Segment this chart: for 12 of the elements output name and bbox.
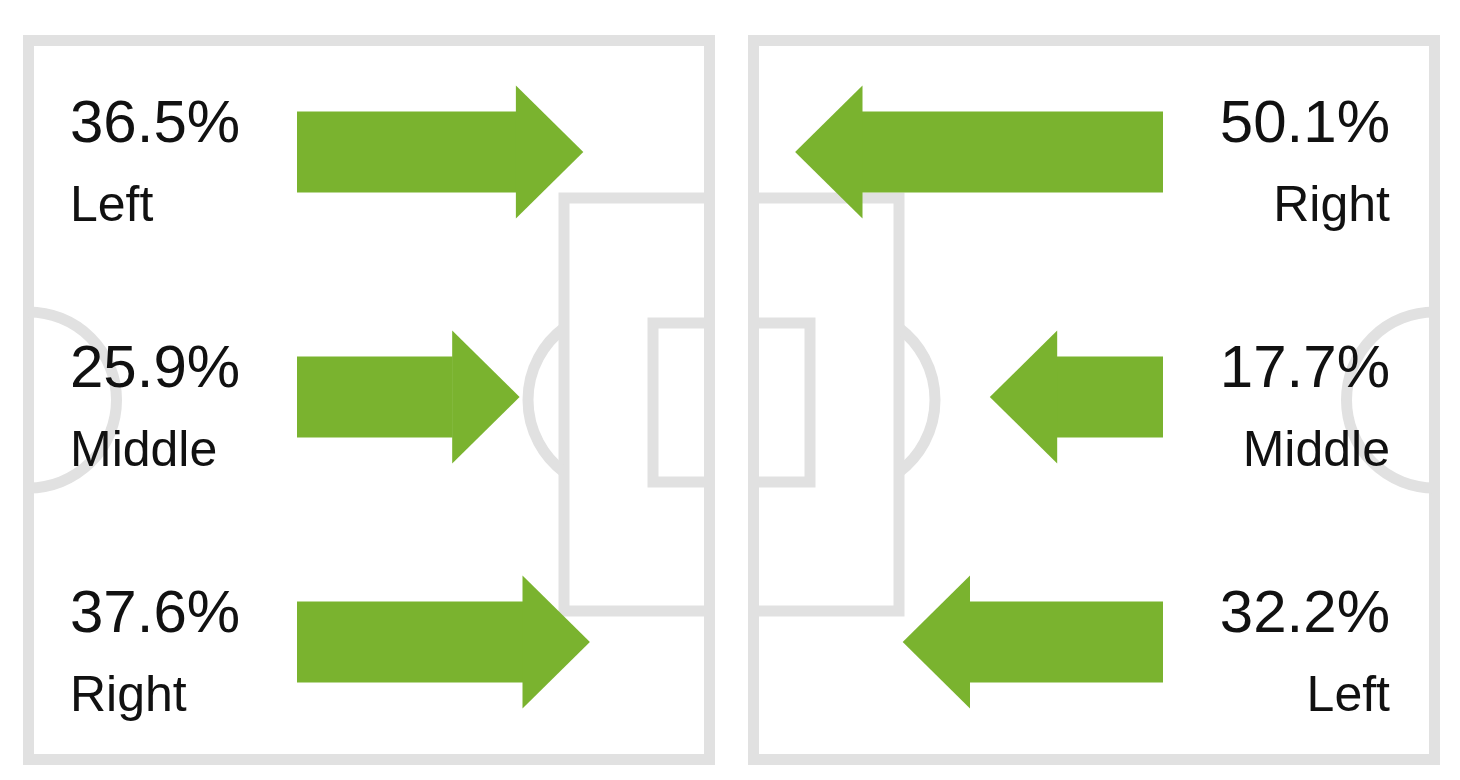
- y-tick-label: Right: [70, 666, 187, 722]
- y-tick-label: Left: [1306, 666, 1391, 722]
- y-tick-label: Left: [70, 176, 154, 232]
- y-tick-label: Right: [1273, 176, 1391, 232]
- y-tick-label: Middle: [70, 421, 218, 477]
- y-tick-label: Middle: [1242, 421, 1390, 477]
- data-label: 17.7%: [1219, 332, 1390, 400]
- data-label: 25.9%: [70, 332, 241, 400]
- data-label: 37.6%: [70, 577, 241, 645]
- data-label: 32.2%: [1219, 577, 1390, 645]
- data-label: 50.1%: [1219, 87, 1390, 155]
- data-label: 36.5%: [70, 87, 241, 155]
